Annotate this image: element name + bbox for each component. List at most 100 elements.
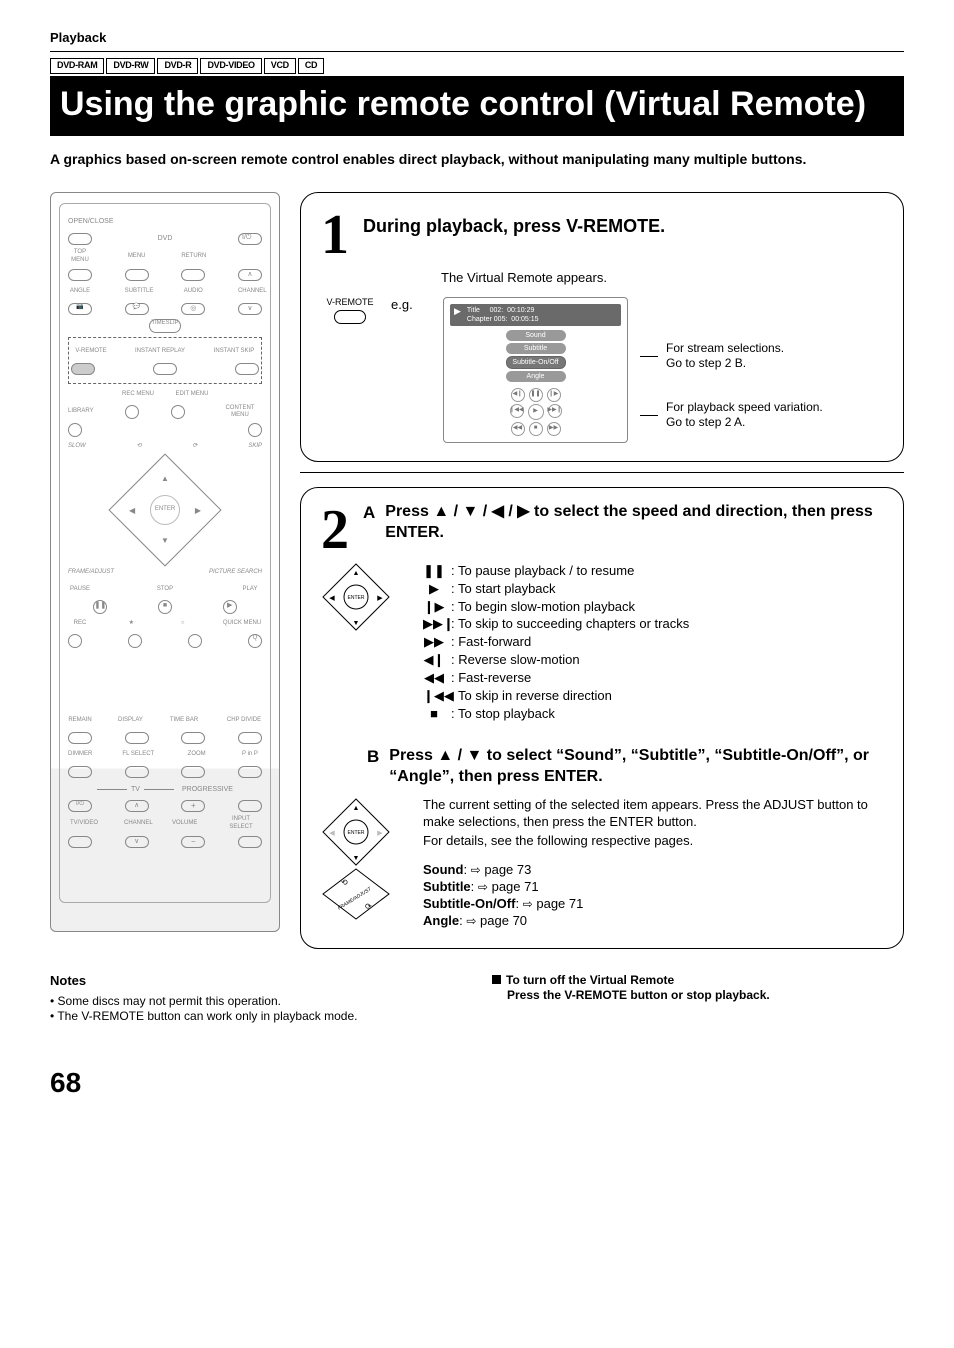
vremote-btn-label: V-REMOTE: [321, 297, 379, 309]
label-stop: STOP: [153, 586, 177, 594]
badge-cd: CD: [298, 58, 324, 74]
step2b-para2: For details, see the following respectiv…: [423, 833, 883, 850]
icon-slow-rev: : Reverse slow-motion: [451, 652, 580, 669]
turnoff-heading: To turn off the Virtual Remote: [506, 973, 674, 987]
svg-text:▶: ▶: [377, 595, 383, 602]
square-bullet-icon: [492, 975, 501, 984]
ref-subon-l: Subtitle-On/Off: [423, 896, 515, 911]
icon-stop: : To stop playback: [451, 706, 555, 723]
label-flselect: FL SELECT: [121, 751, 155, 759]
mini-nav-icon-b: ENTER ▲ ▼ ◀ ▶: [321, 797, 391, 867]
label-picsearch: PICTURE SEARCH: [209, 569, 262, 577]
ref-subon-p: page 71: [536, 896, 583, 911]
svg-text:⟲: ⟲: [341, 878, 348, 887]
svg-text:ENTER: ENTER: [348, 595, 365, 601]
turnoff-text: Press the V-REMOTE button or stop playba…: [507, 988, 770, 1002]
step-divider: [300, 472, 904, 473]
svg-text:▲: ▲: [353, 805, 360, 812]
eg-label: e.g.: [391, 297, 431, 314]
svg-text:◀: ◀: [329, 595, 335, 602]
svg-text:▼: ▼: [353, 620, 360, 627]
badge-dvd-ram: DVD-RAM: [50, 58, 104, 74]
osd-title-v: 002:: [490, 307, 504, 314]
label-instskip: INSTANT SKIP: [209, 348, 259, 356]
badge-dvd-r: DVD-R: [157, 58, 198, 74]
osd-title-t: 00:10:29: [507, 307, 534, 314]
step-1-appears: The Virtual Remote appears.: [441, 270, 883, 287]
label-skip: SKIP: [248, 443, 262, 451]
icon-pause: : To pause playback / to resume: [451, 563, 634, 580]
ref-angle-p: page 70: [480, 913, 527, 928]
svg-text:◀: ◀: [329, 830, 335, 837]
label-instreplay: INSTANT REPLAY: [135, 348, 185, 356]
note-2: The V-REMOTE button can work only in pla…: [57, 1009, 357, 1023]
intro-text: A graphics based on-screen remote contro…: [50, 150, 904, 168]
label-openclose: OPEN/CLOSE: [68, 217, 114, 226]
step2a-letter: A: [363, 502, 375, 524]
annot-stream2: Go to step 2 B.: [666, 356, 784, 372]
label-channel2: CHANNEL: [124, 820, 148, 828]
ref-sound-l: Sound: [423, 862, 463, 877]
step-1-title: During playback, press V-REMOTE.: [363, 215, 665, 238]
osd-chap-v: 005:: [494, 316, 508, 323]
note-1: Some discs may not permit this operation…: [58, 994, 281, 1008]
nav-cluster: ENTER ▲ ▼ ◀ ▶: [115, 460, 215, 560]
osd-title-l: Title: [467, 307, 480, 314]
osd-controls: ◀❙❚❚❙▶ ❙◀◀▶▶▶❙ ◀◀■▶▶: [450, 388, 621, 436]
step2b-title: Press ▲ / ▼ to select “Sound”, “Subtitle…: [389, 746, 883, 788]
step-2-num: 2: [321, 508, 349, 553]
label-audio: AUDIO: [181, 288, 205, 296]
svg-text:⟳: ⟳: [365, 902, 372, 911]
ref-angle-l: Angle: [423, 913, 459, 928]
section-header: Playback: [50, 30, 904, 47]
step-1: 1 During playback, press V-REMOTE. The V…: [300, 192, 904, 462]
divider-top: [50, 51, 904, 52]
badge-vcd: VCD: [264, 58, 296, 74]
svg-text:ENTER: ENTER: [348, 830, 365, 836]
svg-text:▼: ▼: [353, 855, 360, 862]
osd-subtitle-onoff: Subtitle-On/Off: [506, 356, 566, 369]
label-remain: REMAIN: [68, 717, 92, 725]
label-pause: PAUSE: [68, 586, 92, 594]
label-inputselect: INPUT SELECT: [220, 816, 262, 832]
label-recmenu: REC MENU: [118, 391, 158, 399]
osd-subtitle: Subtitle: [506, 343, 566, 354]
label-tv: TV: [131, 785, 140, 794]
mini-nav-icon: ENTER ▲ ▼ ◀ ▶: [321, 562, 391, 632]
label-progressive: PROGRESSIVE: [182, 785, 233, 794]
label-vremote: V-REMOTE: [71, 348, 111, 356]
label-quickmenu: QUICK MENU: [222, 620, 262, 628]
ref-sub-l: Subtitle: [423, 879, 471, 894]
label-contentmenu: CONTENT MENU: [218, 405, 262, 421]
annot-speed: For playback speed variation.: [666, 400, 823, 416]
label-tvvideo: TV/VIDEO: [68, 820, 100, 828]
notes-heading: Notes: [50, 973, 462, 990]
osd-chap-t: 00:05:15: [511, 316, 538, 323]
label-dimmer: DIMMER: [68, 751, 92, 759]
step2b-para1: The current setting of the selected item…: [423, 797, 883, 831]
icon-play: : To start playback: [451, 581, 556, 598]
label-volume: VOLUME: [172, 820, 196, 828]
label-angle: ANGLE: [68, 288, 92, 296]
label-timebar: TIME BAR: [168, 717, 200, 725]
icon-skip-rev: : To skip in reverse direction: [451, 688, 612, 705]
icon-ff: : Fast-forward: [451, 634, 531, 651]
step2b-letter: B: [367, 746, 379, 768]
osd-angle: Angle: [506, 371, 566, 382]
step-1-num: 1: [321, 213, 349, 258]
label-channel: CHANNEL: [238, 288, 262, 296]
osd-chap-l: Chapter: [467, 316, 492, 323]
svg-text:▲: ▲: [353, 570, 360, 577]
label-timeslip: TIMESLIP: [149, 319, 181, 333]
icon-fr: : Fast-reverse: [451, 670, 531, 687]
label-editmenu: EDIT MENU: [172, 391, 212, 399]
ref-sound-p: page 73: [484, 862, 531, 877]
svg-text:▶: ▶: [377, 830, 383, 837]
label-pinp: P in P: [238, 751, 262, 759]
osd-preview: ▶ Title 002: 00:10:29 Chapter 005: 00:05…: [443, 297, 628, 444]
badge-dvd-video: DVD-VIDEO: [200, 58, 261, 74]
label-zoom: ZOOM: [185, 751, 209, 759]
icon-slow-fwd: : To begin slow-motion playback: [451, 599, 635, 616]
remote-illustration: OPEN/CLOSE DVDI/⏻ TOP MENUMENURETURN ∧ A…: [50, 192, 280, 932]
label-topmenu: TOP MENU: [68, 249, 92, 265]
